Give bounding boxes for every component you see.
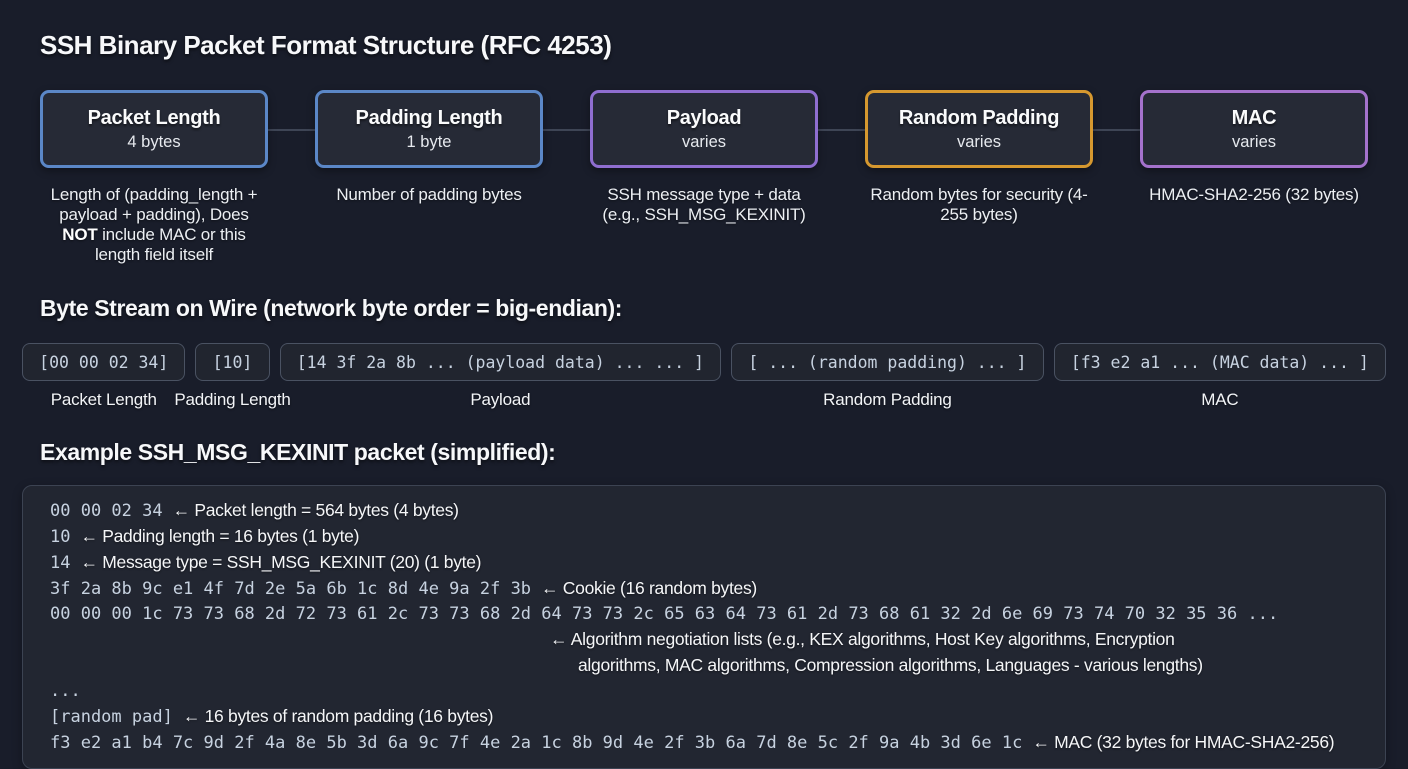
field-description: HMAC-SHA2-256 (32 bytes)	[1140, 185, 1368, 205]
field-description: Random bytes for security (4-255 bytes)	[865, 185, 1093, 225]
example-hex-bytes: ...	[50, 681, 81, 702]
field-description-text: include MAC or this length field itself	[94, 225, 246, 265]
example-line: ...	[50, 679, 1358, 704]
field-packet-length: Packet Length 4 bytes Length of (padding_l…	[40, 90, 268, 265]
example-line: [random pad] ← 16 bytes of random padding…	[50, 704, 1358, 730]
field-size: varies	[681, 132, 726, 151]
example-heading: Example SSH_MSG_KEXINIT packet (simplifi…	[40, 439, 556, 466]
example-line: f3 e2 a1 b4 7c 9d 2f 4a 8e 5b 3d 6a 9c 7…	[50, 730, 1358, 756]
field-box-mac: MAC varies	[1140, 90, 1368, 168]
example-line: algorithms, MAC algorithms, Compression …	[50, 653, 1358, 679]
example-annotation: ← 16 bytes of random padding (16 bytes)	[182, 706, 494, 727]
stream-bytes: [ ... (random padding) ... ]	[731, 343, 1044, 382]
stream-segment-payload: [14 3f 2a 8b ... (payload data) ... ... …	[279, 343, 722, 409]
example-annotation: ← Cookie (16 random bytes)	[541, 578, 757, 599]
example-line: 14 ← Message type = SSH_MSG_KEXINIT (20) …	[50, 550, 1358, 576]
example-annotation: algorithms, MAC algorithms, Compression …	[578, 655, 1203, 676]
field-size: varies	[956, 132, 1001, 151]
example-annotation: ← MAC (32 bytes for HMAC-SHA2-256)	[1032, 732, 1335, 753]
example-hex-bytes: 3f 2a 8b 9c e1 4f 7d 2e 5a 6b 1c 8d 4e 9…	[50, 579, 532, 600]
example-annotation: ← Algorithm negotiation lists (e.g., KEX…	[550, 629, 1175, 650]
field-payload: Payload varies SSH message type + data (e.…	[590, 90, 818, 225]
stream-bytes: [14 3f 2a 8b ... (payload data) ... ... …	[279, 343, 722, 382]
stream-segment-mac: [f3 e2 a1 ... (MAC data) ... ] MAC	[1053, 343, 1386, 409]
stream-segment-packet-length: [00 00 02 34] Packet Length	[22, 343, 186, 409]
example-line: 10 ← Padding length = 16 bytes (1 byte)	[50, 524, 1358, 550]
stream-segment-label: Random Padding	[823, 390, 952, 410]
field-box-padding-length: Padding Length 1 byte	[315, 90, 543, 168]
field-title: Packet Length	[87, 106, 221, 129]
byte-stream-heading: Byte Stream on Wire (network byte order …	[40, 295, 623, 322]
example-hex-bytes: 14	[50, 553, 71, 574]
packet-fields-row: Packet Length 4 bytes Length of (padding_l…	[22, 90, 1386, 265]
field-description-text: SSH message type + data (e.g., SSH_MSG_K…	[602, 185, 806, 225]
field-description: Number of padding bytes	[315, 185, 543, 205]
stream-bytes: [f3 e2 a1 ... (MAC data) ... ]	[1053, 343, 1386, 382]
field-size: 1 byte	[406, 132, 452, 151]
field-box-packet-length: Packet Length 4 bytes	[40, 90, 268, 168]
example-hex-bytes: [random pad]	[50, 707, 173, 728]
field-size: 4 bytes	[127, 132, 181, 151]
example-annotation: ← Message type = SSH_MSG_KEXINIT (20) (1…	[80, 552, 482, 573]
example-line: 00 00 02 34 ← Packet length = 564 bytes (…	[50, 498, 1358, 524]
field-description: SSH message type + data (e.g., SSH_MSG_K…	[590, 185, 818, 225]
stream-segment-label: Payload	[470, 390, 531, 410]
stream-segment-random-padding: [ ... (random padding) ... ] Random Paddi…	[731, 343, 1044, 409]
example-packet-box: 00 00 02 34 ← Packet length = 564 bytes (…	[22, 485, 1386, 769]
field-title: Payload	[666, 106, 742, 129]
stream-segment-label: Packet Length	[50, 390, 157, 410]
field-title: Random Padding	[898, 106, 1060, 129]
field-description: Length of (padding_length + payload + pa…	[40, 185, 268, 265]
example-hex-bytes: f3 e2 a1 b4 7c 9d 2f 4a 8e 5b 3d 6a 9c 7…	[50, 733, 1023, 754]
field-title: MAC	[1231, 106, 1277, 129]
page-title: SSH Binary Packet Format Structure (RFC …	[40, 30, 612, 60]
stream-bytes: [00 00 02 34]	[22, 343, 186, 382]
field-box-payload: Payload varies	[590, 90, 818, 168]
byte-stream-row: [00 00 02 34] Packet Length [10] Padding Le…	[22, 343, 1386, 409]
field-description-text: NOT	[62, 225, 98, 245]
example-hex-bytes: 00 00 02 34	[50, 501, 163, 522]
example-hex-bytes: 00 00 00 1c 73 73 68 2d 72 73 61 2c 73 7…	[50, 604, 1279, 625]
field-box-random-padding: Random Padding varies	[865, 90, 1093, 168]
example-annotation: ← Packet length = 564 bytes (4 bytes)	[172, 500, 459, 521]
field-size: varies	[1231, 132, 1276, 151]
example-line: ← Algorithm negotiation lists (e.g., KEX…	[50, 627, 1358, 653]
stream-segment-label: MAC	[1201, 390, 1239, 410]
example-line: 00 00 00 1c 73 73 68 2d 72 73 61 2c 73 7…	[50, 602, 1358, 627]
stream-segment-padding-length: [10] Padding Length	[174, 343, 291, 409]
field-description-text: Random bytes for security (4-255 bytes)	[870, 185, 1088, 225]
example-hex-bytes: 10	[50, 527, 71, 548]
field-padding-length: Padding Length 1 byte Number of padding by…	[315, 90, 543, 205]
example-line: 3f 2a 8b 9c e1 4f 7d 2e 5a 6b 1c 8d 4e 9…	[50, 576, 1358, 602]
stream-segment-label: Padding Length	[174, 390, 291, 410]
field-description-text: Number of padding bytes	[336, 185, 522, 204]
field-title: Padding Length	[355, 106, 503, 129]
field-random-padding: Random Padding varies Random bytes for sec…	[865, 90, 1093, 225]
stream-bytes: [10]	[195, 343, 270, 382]
field-mac: MAC varies HMAC-SHA2-256 (32 bytes)	[1140, 90, 1368, 205]
field-description-text: HMAC-SHA2-256 (32 bytes)	[1149, 185, 1359, 204]
field-description-text: Length of (padding_length + payload + pa…	[50, 185, 258, 225]
example-annotation: ← Padding length = 16 bytes (1 byte)	[80, 526, 360, 547]
